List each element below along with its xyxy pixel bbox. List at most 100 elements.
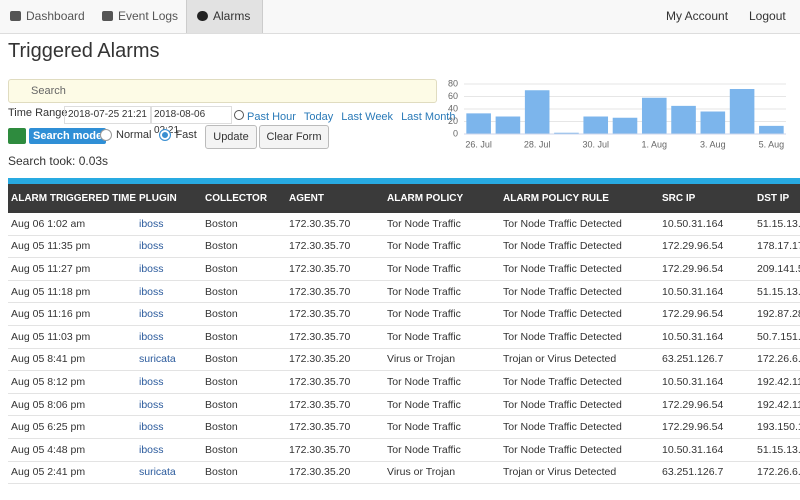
y-tick-label: 20 [448, 116, 458, 126]
nav-tab[interactable]: Event Logs [92, 0, 190, 33]
bar [612, 117, 638, 134]
export-icon[interactable] [8, 128, 26, 144]
from-input[interactable]: 2018-07-25 21:21 [64, 106, 152, 124]
table-cell: 172.29.96.54 [659, 415, 754, 439]
table-cell: Tor Node Traffic Detected [500, 393, 659, 417]
quick-link[interactable]: Past Hour [247, 111, 296, 123]
table-cell: 192.42.113.102 [754, 393, 800, 417]
table-row[interactable]: Aug 05 4:48 pm iboss Boston 172.30.35.70 Tor… [8, 438, 800, 462]
search-input[interactable]: Search [8, 79, 437, 103]
table-cell: Virus or Trojan [384, 461, 500, 485]
table-cell: iboss [136, 415, 202, 439]
mode-option[interactable]: Fast [159, 129, 197, 141]
bar [729, 89, 755, 134]
table-cell: 172.30.35.70 [286, 302, 384, 326]
mode-option[interactable]: Normal [100, 129, 151, 141]
table-cell: Aug 05 8:12 pm [8, 370, 136, 394]
table-cell: Trojan or Virus Detected [500, 348, 659, 372]
table-cell: 172.30.35.70 [286, 280, 384, 304]
table-cell: Boston [202, 461, 286, 485]
bar [466, 113, 491, 134]
table-cell: iboss [136, 393, 202, 417]
alarm-chart: 0 20 40 60 80 26. Jul 28. Jul 30. Jul 1. Aug 3. A… [448, 78, 786, 149]
button[interactable]: Update [205, 125, 257, 149]
nav-link[interactable]: My Account [666, 9, 729, 23]
radio[interactable] [159, 129, 172, 141]
table-cell: Boston [202, 257, 286, 281]
search-placeholder: Search [31, 85, 66, 97]
column-header: ALARM POLICY RULE [500, 181, 659, 213]
y-tick-label: 60 [448, 91, 458, 101]
header-row: ALARM TRIGGERED TIME PLUGIN COLLECTOR AGENT… [8, 181, 800, 213]
table-row[interactable]: Aug 05 11:16 pm iboss Boston 172.30.35.70 To… [8, 302, 800, 326]
table-cell: Aug 05 11:16 pm [8, 302, 136, 326]
table-cell: suricata [136, 348, 202, 372]
table-cell: iboss [136, 213, 202, 236]
table-cell: 172.29.96.54 [659, 235, 754, 259]
column-header: ALARM TRIGGERED TIME [8, 181, 136, 213]
table-cell: 10.50.31.164 [659, 370, 754, 394]
x-tick-label: 30. Jul [582, 139, 609, 149]
table-cell: Boston [202, 280, 286, 304]
table-row[interactable]: Aug 05 2:41 pm suricata Boston 172.30.35.20… [8, 461, 800, 485]
column-header: AGENT [286, 181, 384, 213]
radio[interactable] [100, 129, 112, 141]
table-cell: 172.30.35.70 [286, 438, 384, 462]
column-header: PLUGIN [136, 181, 202, 213]
table-cell: 193.150.121.66 [754, 415, 800, 439]
table-cell: Tor Node Traffic Detected [500, 325, 659, 349]
search-mode-options: Normal Fast [100, 128, 205, 146]
table-cell: Boston [202, 213, 286, 236]
table-cell: 192.42.113.102 [754, 370, 800, 394]
table-cell: 172.30.35.70 [286, 257, 384, 281]
table-row[interactable]: Aug 05 11:03 pm iboss Boston 172.30.35.70 To… [8, 325, 800, 349]
table-cell: Aug 05 4:48 pm [8, 438, 136, 462]
table-row[interactable]: Aug 05 11:18 pm iboss Boston 172.30.35.70 To… [8, 280, 800, 304]
nav-link[interactable]: Logout [749, 9, 786, 23]
table-cell: Boston [202, 348, 286, 372]
table-cell: Boston [202, 235, 286, 259]
table-row[interactable]: Aug 05 11:35 pm iboss Boston 172.30.35.70 To… [8, 235, 800, 259]
button[interactable]: Clear Form [259, 125, 329, 149]
quick-link[interactable]: Last Month [401, 111, 456, 123]
table-row[interactable]: Aug 05 6:25 pm iboss Boston 172.30.35.70 Tor… [8, 415, 800, 439]
table-cell: suricata [136, 461, 202, 485]
table-cell: Tor Node Traffic [384, 415, 500, 439]
table-cell: Aug 05 11:18 pm [8, 280, 136, 304]
table-row[interactable]: Aug 05 8:12 pm iboss Boston 172.30.35.70 Tor… [8, 370, 800, 394]
table-cell: Tor Node Traffic Detected [500, 415, 659, 439]
table-cell: 172.26.6.80 [754, 348, 800, 372]
table-cell: iboss [136, 302, 202, 326]
table-cell: 192.87.28.82 [754, 302, 800, 326]
table-cell: 209.141.51.150 [754, 257, 800, 281]
table-cell: 50.7.151.127 [754, 325, 800, 349]
table-cell: Aug 06 1:02 am [8, 213, 136, 236]
table-row[interactable]: Aug 05 8:41 pm suricata Boston 172.30.35.20… [8, 348, 800, 372]
bar [700, 111, 726, 134]
table-cell: Trojan or Virus Detected [500, 461, 659, 485]
table-cell: 172.30.35.20 [286, 348, 384, 372]
nav-tab[interactable]: Alarms [186, 0, 264, 33]
table-cell: 172.29.96.54 [659, 393, 754, 417]
table-cell: Tor Node Traffic Detected [500, 438, 659, 462]
table-cell: Tor Node Traffic Detected [500, 213, 659, 236]
table-cell: Tor Node Traffic [384, 438, 500, 462]
bar [583, 116, 609, 134]
table-cell: Boston [202, 393, 286, 417]
quick-link[interactable]: Last Week [341, 111, 394, 123]
table-cell: Boston [202, 415, 286, 439]
table-cell: Boston [202, 370, 286, 394]
nav-tab[interactable]: Dashboard [0, 0, 97, 33]
table-row[interactable]: Aug 05 11:27 pm iboss Boston 172.30.35.70 To… [8, 257, 800, 281]
table-cell: Aug 05 8:41 pm [8, 348, 136, 372]
table-cell: Boston [202, 438, 286, 462]
table-cell: 63.251.126.7 [659, 461, 754, 485]
table-row[interactable]: Aug 06 1:02 am iboss Boston 172.30.35.70 Tor… [8, 213, 800, 236]
table-cell: Tor Node Traffic [384, 235, 500, 259]
nav-bar: Dashboard Event Logs Alarms My Account Logou… [0, 0, 800, 34]
table-cell: 10.50.31.164 [659, 213, 754, 236]
table-row[interactable]: Aug 05 8:06 pm iboss Boston 172.30.35.70 Tor… [8, 393, 800, 417]
quick-link[interactable]: Today [303, 111, 334, 123]
to-input[interactable]: 2018-08-06 02:21 [150, 106, 232, 136]
table-cell: iboss [136, 438, 202, 462]
